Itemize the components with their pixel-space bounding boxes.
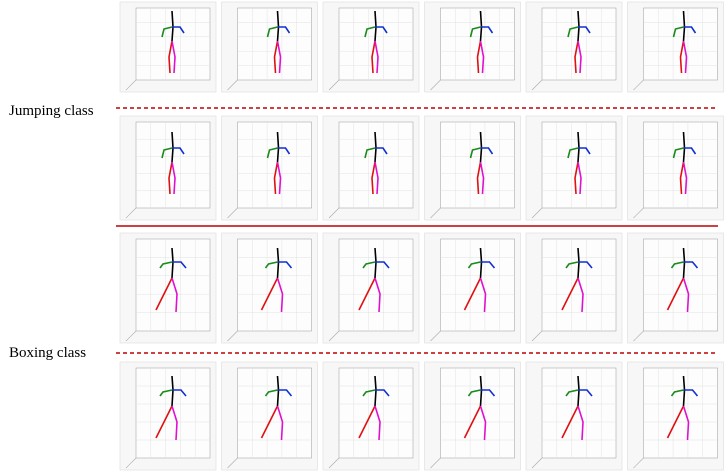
axis-line <box>227 330 238 342</box>
skeleton-panel <box>119 115 217 221</box>
axis-line <box>328 207 340 219</box>
class-label: Jumping class <box>9 103 94 119</box>
panels <box>119 1 724 471</box>
skeleton-panel <box>119 232 217 344</box>
skeleton-panel <box>424 1 521 93</box>
skeleton-panel <box>221 115 318 221</box>
axis-line <box>125 330 137 342</box>
skeleton-panel <box>322 115 420 221</box>
skeleton-panel <box>627 361 724 471</box>
axis-line <box>227 207 238 219</box>
skeleton-panel <box>424 115 521 221</box>
skeleton-panel <box>221 1 318 93</box>
axis-line <box>125 207 137 219</box>
plot-area <box>237 121 312 209</box>
axis-line <box>531 457 543 469</box>
skeleton-panel <box>119 361 217 471</box>
skeleton-panel <box>119 1 217 93</box>
skeleton-panel <box>627 115 724 221</box>
skeleton-panel <box>424 232 521 344</box>
skeleton-panel <box>525 232 623 344</box>
axis-line <box>430 457 441 469</box>
axis-line <box>531 330 543 342</box>
skeleton-panel <box>627 232 724 344</box>
axis-line <box>328 330 340 342</box>
axis-line <box>430 79 441 91</box>
skeleton-panel <box>627 1 724 93</box>
class-label: Boxing class <box>9 345 86 361</box>
axis-line <box>227 457 238 469</box>
axis-line <box>531 79 543 91</box>
axis-line <box>633 330 644 342</box>
axis-line <box>633 457 644 469</box>
plot-area <box>440 367 515 459</box>
axis-line <box>125 79 137 91</box>
skeleton-panel <box>221 232 318 344</box>
skeleton-panel <box>525 1 623 93</box>
plot-area <box>643 121 718 209</box>
axis-line <box>633 79 644 91</box>
axis-line <box>125 457 137 469</box>
plot-area <box>440 121 515 209</box>
skeleton-panel <box>424 361 521 471</box>
axis-line <box>430 207 441 219</box>
axis-line <box>430 330 441 342</box>
axis-line <box>328 79 340 91</box>
skeleton-panel <box>525 115 623 221</box>
skeleton-panel <box>322 232 420 344</box>
axis-line <box>633 207 644 219</box>
skeleton-panel <box>322 361 420 471</box>
skeleton-panel <box>525 361 623 471</box>
axis-line <box>227 79 238 91</box>
axis-line <box>328 457 340 469</box>
axis-line <box>531 207 543 219</box>
skeleton-panel <box>221 361 318 471</box>
skeleton-panel <box>322 1 420 93</box>
